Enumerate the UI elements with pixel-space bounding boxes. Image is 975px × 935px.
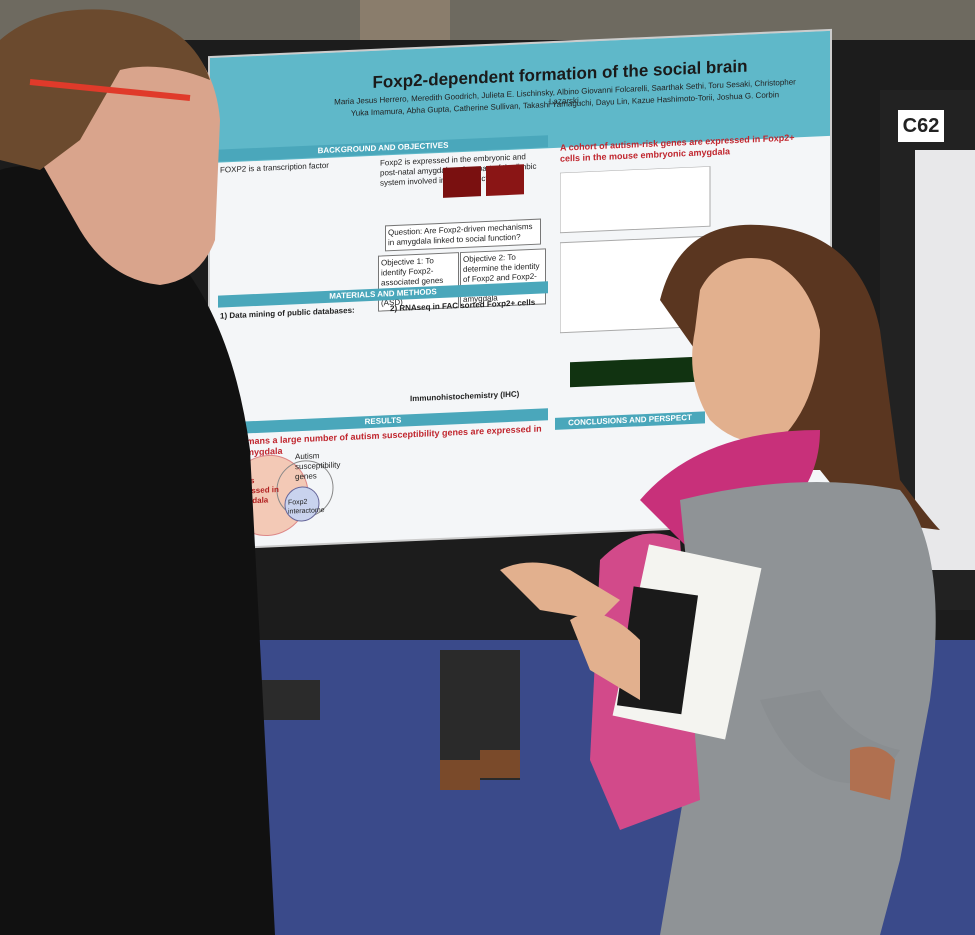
booth-sign: C62 [898,110,944,142]
microscopy-images [443,164,524,198]
poster-figures [560,165,711,388]
